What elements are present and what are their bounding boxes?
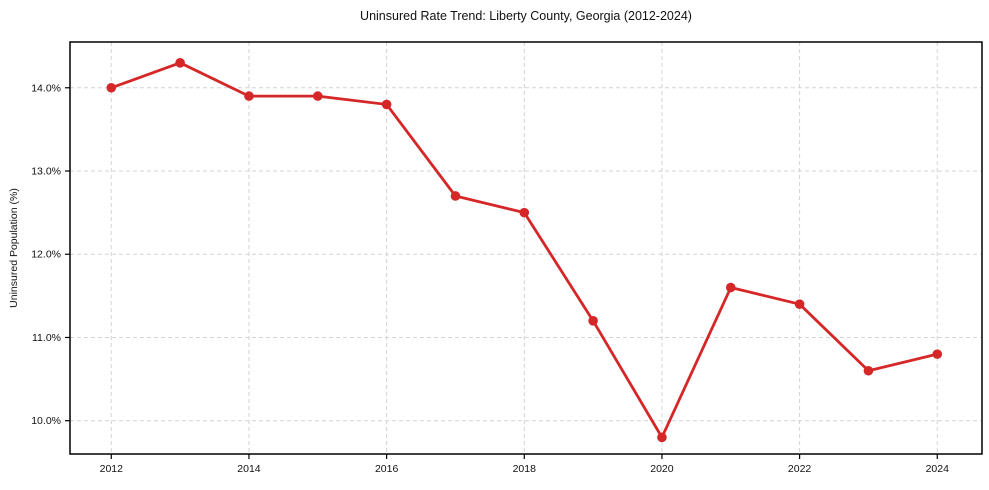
data-point — [932, 349, 943, 359]
y-tick-label: 11.0% — [32, 332, 61, 344]
x-tick-label: 2022 — [788, 463, 812, 475]
data-point — [863, 365, 874, 376]
data-point — [725, 282, 736, 293]
chart-title: Uninsured Rate Trend: Liberty County, Ge… — [360, 9, 692, 23]
y-tick-label: 13.0% — [31, 166, 61, 178]
x-tick-label: 2016 — [375, 463, 399, 475]
plot-border — [69, 41, 983, 455]
y-tick-label: 10.0% — [31, 415, 61, 427]
data-point — [106, 82, 117, 93]
data-point — [175, 58, 185, 68]
data-point — [794, 299, 805, 309]
data-point — [450, 191, 461, 201]
data-point — [588, 316, 598, 326]
data-point — [381, 99, 392, 110]
data-point — [312, 91, 323, 101]
y-tick-label: 12.0% — [31, 249, 61, 261]
data-point — [519, 207, 530, 218]
x-tick-label: 2024 — [926, 463, 950, 475]
data-point — [657, 432, 667, 443]
y-tick-label: 14.0% — [31, 82, 61, 94]
data-point — [244, 91, 254, 101]
x-tick-label: 2014 — [237, 463, 261, 475]
x-tick-label: 2020 — [650, 463, 674, 475]
x-tick-label: 2012 — [100, 463, 124, 475]
x-tick-label: 2018 — [513, 463, 537, 475]
